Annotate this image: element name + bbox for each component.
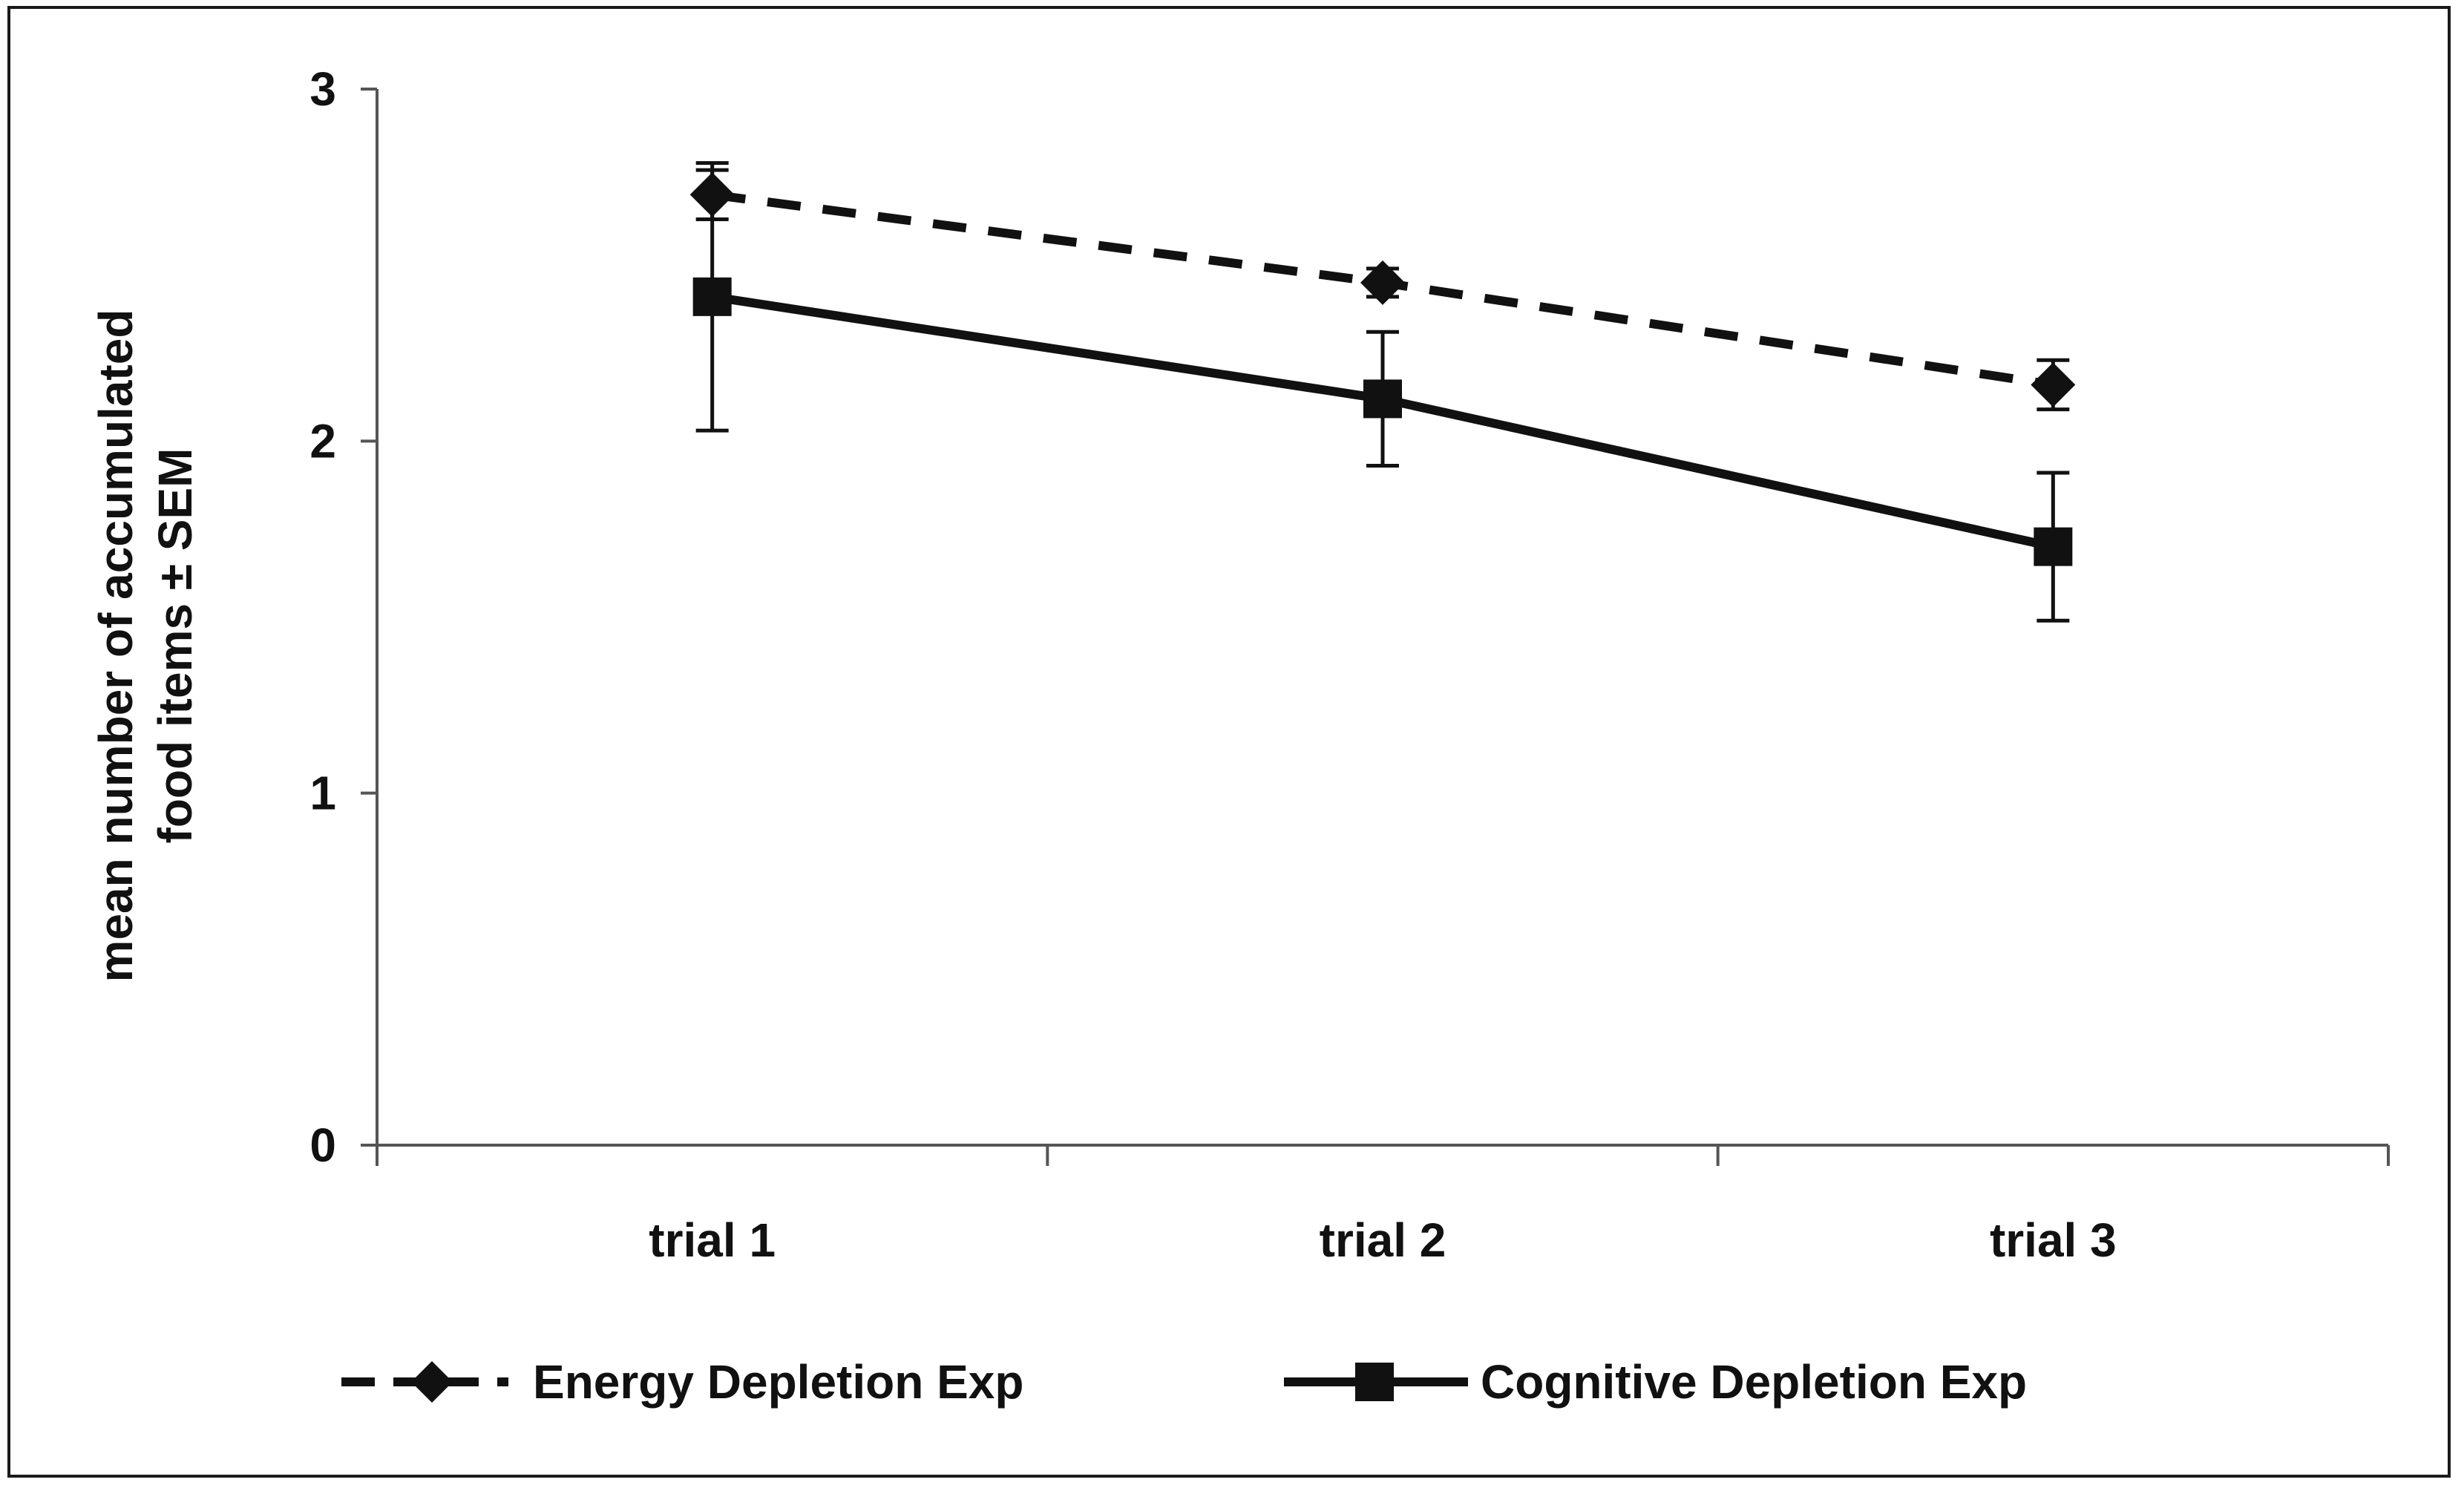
series-layer <box>689 161 2076 623</box>
y-tick-labels: 0 1 2 3 <box>309 62 336 1172</box>
y-tick-label: 1 <box>309 767 336 820</box>
data-point-square <box>692 277 732 316</box>
x-tick-label: trial 1 <box>649 1213 776 1267</box>
x-tick-label: trial 3 <box>1990 1213 2117 1267</box>
data-point-square <box>1363 379 1402 419</box>
square-icon <box>1355 1363 1394 1401</box>
legend-entry-cognitive: Cognitive Depletion Exp <box>1284 1355 2027 1409</box>
y-tick-label: 0 <box>309 1118 336 1172</box>
data-point-diamond <box>2031 362 2076 407</box>
y-tick-label: 3 <box>309 62 336 116</box>
x-tick-labels: trial 1 trial 2 trial 3 <box>649 1213 2116 1267</box>
y-axis-label-line-1: mean number of accumulated <box>89 309 142 983</box>
y-axis-label-line-2: food items ± SEM <box>148 448 202 844</box>
series-cognitive <box>692 161 2073 623</box>
axes <box>361 88 2390 1166</box>
legend: Energy Depletion Exp Cognitive Depletion… <box>341 1355 2027 1409</box>
data-point-diamond <box>1360 260 1405 305</box>
legend-label-cognitive: Cognitive Depletion Exp <box>1481 1355 2027 1409</box>
x-tick-label: trial 2 <box>1320 1213 1446 1267</box>
figure-frame <box>7 6 2451 1478</box>
data-point-square <box>2034 527 2073 566</box>
legend-label-energy: Energy Depletion Exp <box>533 1355 1023 1409</box>
diamond-icon <box>411 1361 453 1403</box>
legend-entry-energy: Energy Depletion Exp <box>341 1355 1023 1409</box>
y-tick-label: 2 <box>309 414 336 468</box>
